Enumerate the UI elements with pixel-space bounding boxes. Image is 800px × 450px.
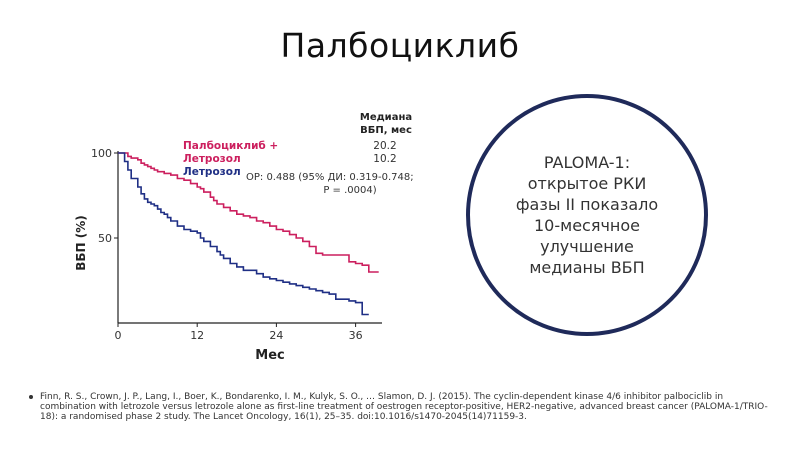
y-axis-label: ВБП (%): [74, 215, 88, 271]
median-header: ВБП, мес: [360, 125, 412, 136]
summary-line: PALOMA-1:: [543, 153, 631, 172]
y-tick-label: 100: [91, 147, 112, 160]
legend-label: Летрозол: [183, 166, 241, 178]
x-axis-label: Мес: [255, 348, 284, 363]
x-tick-label: 0: [115, 329, 122, 342]
chart-axes: [114, 151, 382, 327]
summary-line: медианы ВБП: [529, 258, 645, 277]
legend-label: Летрозол: [183, 153, 241, 165]
x-tick-label: 12: [190, 329, 204, 342]
summary-circle: PALOMA-1: открытое РКИ фазы II показало 10-…: [466, 94, 708, 336]
km-chart-svg: 0 12 24 36 50 100 Мес ВБП (%) Медиана ВБП, мес Пал…: [74, 112, 414, 363]
summary-line: улучшение: [540, 237, 634, 256]
summary-text: PALOMA-1: открытое РКИ фазы II показало 10-…: [497, 152, 677, 278]
hazard-annotation: ОР: 0.488 (95% ДИ: 0.319-0.748;: [246, 172, 414, 183]
summary-line: открытое РКИ: [527, 174, 647, 193]
series-line-1: [118, 152, 379, 273]
x-tick-label: 36: [349, 329, 363, 342]
chart-series: [118, 152, 379, 316]
km-chart: 0 12 24 36 50 100 Мес ВБП (%) Медиана ВБП, мес Пал…: [60, 100, 440, 370]
legend-median: 20.2: [373, 140, 396, 152]
slide-title: Палбоциклиб: [280, 26, 520, 65]
series-line-2: [118, 152, 369, 316]
reference: Finn, R. S., Crown, J. P., Lang, I., Boe…: [29, 392, 775, 422]
median-header: Медиана: [360, 112, 412, 123]
summary-line: фазы II показало: [515, 195, 659, 214]
summary-line: 10-месячное: [533, 216, 640, 235]
legend-median: 10.2: [373, 153, 396, 165]
legend-label: Палбоциклиб +: [183, 140, 278, 152]
bullet-icon: [29, 395, 33, 399]
reference-text: Finn, R. S., Crown, J. P., Lang, I., Boe…: [40, 392, 768, 422]
chart-labels: 0 12 24 36 50 100 Мес ВБП (%) Медиана ВБП, мес Пал…: [74, 112, 414, 363]
x-tick-label: 24: [269, 329, 283, 342]
y-tick-label: 50: [98, 232, 112, 245]
hazard-annotation: P = .0004): [323, 185, 376, 196]
